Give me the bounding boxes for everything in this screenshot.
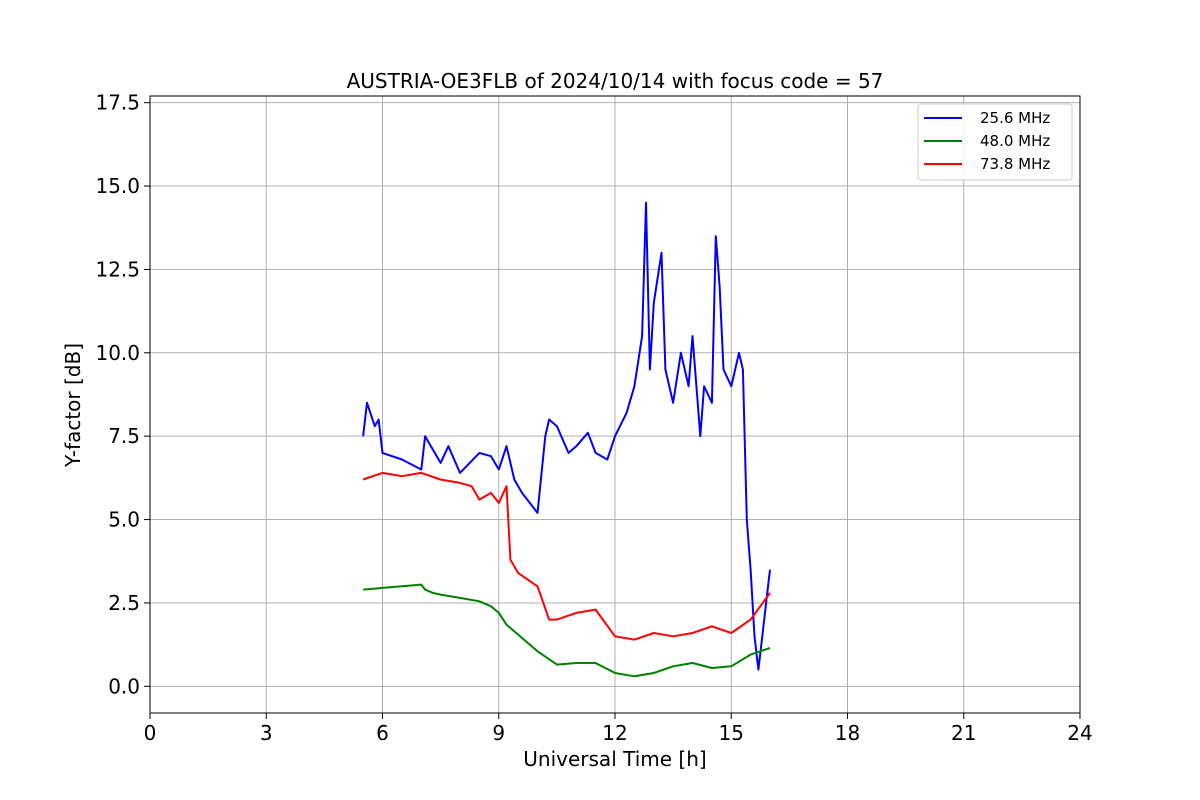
series-line-1 (363, 583, 771, 678)
y-axis: 0.0 2.5 5.0 7.5 10.0 12.5 15.0 17.5 (95, 91, 150, 698)
x-tick-label: 3 (260, 721, 273, 745)
x-tick-label: 9 (492, 721, 505, 745)
legend-entry-label: 25.6 MHz (980, 109, 1050, 127)
y-tick-label: 7.5 (108, 424, 140, 448)
y-tick-label: 0.0 (108, 674, 140, 698)
x-tick-label: 18 (835, 721, 860, 745)
y-tick-label: 2.5 (108, 591, 140, 615)
y-tick-label: 10.0 (95, 341, 140, 365)
series-layer (362, 201, 771, 678)
x-axis-label: Universal Time [h] (523, 747, 706, 771)
series-line-2 (362, 471, 771, 641)
legend-box (917, 103, 1073, 181)
x-tick-label: 12 (602, 721, 627, 745)
y-tick-label: 5.0 (108, 508, 140, 532)
legend-entry-label: 73.8 MHz (980, 155, 1050, 173)
x-axis: 0 3 6 9 12 15 18 21 24 (144, 713, 1093, 745)
y-tick-label: 15.0 (95, 174, 140, 198)
x-tick-label: 15 (719, 721, 744, 745)
x-tick-label: 21 (951, 721, 976, 745)
legend-entry-label: 48.0 MHz (980, 132, 1050, 150)
x-tick-label: 24 (1067, 721, 1092, 745)
chart-title: AUSTRIA-OE3FLB of 2024/10/14 with focus … (347, 69, 884, 93)
series-line-0 (362, 201, 771, 671)
plot-area (149, 95, 1081, 714)
y-tick-label: 12.5 (95, 257, 140, 281)
y-tick-label: 17.5 (95, 91, 140, 115)
x-tick-label: 6 (376, 721, 389, 745)
legend: 25.6 MHz 48.0 MHz 73.8 MHz (917, 103, 1073, 181)
y-axis-label: Y-factor [dB] (61, 343, 85, 468)
x-tick-label: 0 (144, 721, 157, 745)
